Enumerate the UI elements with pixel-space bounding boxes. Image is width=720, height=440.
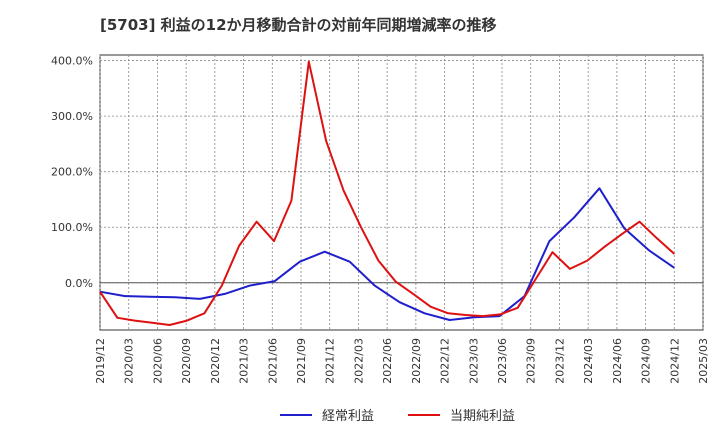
- x-tick-label: 2022/03: [352, 338, 365, 384]
- x-tick-label: 2022/12: [439, 338, 452, 384]
- legend: 経常利益 当期純利益: [280, 409, 515, 424]
- x-tick-label: 2021/12: [324, 338, 337, 384]
- x-tick-label: 2023/03: [467, 338, 480, 384]
- x-axis-ticks: 2019/12 2020/03 2020/06 2020/09 2020/12 2021/…: [94, 338, 710, 384]
- y-tick-label: 100.0%: [51, 221, 93, 234]
- x-tick-label: 2023/06: [496, 338, 509, 384]
- x-tick-label: 2023/09: [525, 338, 538, 384]
- series-line: [99, 60, 675, 326]
- y-tick-label: 200.0%: [51, 166, 93, 179]
- x-tick-label: 2022/06: [381, 338, 394, 384]
- x-tick-label: 2023/12: [553, 338, 566, 384]
- x-tick-label: 2021/03: [238, 338, 251, 384]
- y-tick-label: 400.0%: [51, 55, 93, 68]
- x-tick-label: 2024/06: [611, 338, 624, 384]
- x-tick-label: 2020/03: [123, 338, 136, 384]
- series-line: [99, 187, 675, 321]
- y-tick-label: 0.0%: [65, 277, 93, 290]
- x-tick-label: 2021/06: [266, 338, 279, 384]
- legend-label: 経常利益: [322, 409, 374, 424]
- x-tick-label: 2022/09: [410, 338, 423, 384]
- x-tick-label: 2024/09: [640, 338, 653, 384]
- series-lines: [99, 60, 675, 326]
- x-tick-label: 2025/03: [697, 338, 710, 384]
- legend-label: 当期純利益: [450, 409, 515, 424]
- x-tick-label: 2024/12: [668, 338, 681, 384]
- y-axis-ticks: 0.0% 100.0% 200.0% 300.0% 400.0%: [51, 55, 93, 290]
- y-tick-label: 300.0%: [51, 110, 93, 123]
- x-tick-label: 2021/09: [295, 338, 308, 384]
- x-tick-label: 2020/09: [180, 338, 193, 384]
- x-tick-label: 2019/12: [94, 338, 107, 384]
- x-tick-label: 2024/03: [582, 338, 595, 384]
- chart-title: [5703] 利益の12か月移動合計の対前年同期増減率の推移: [100, 16, 497, 34]
- x-tick-label: 2020/12: [209, 338, 222, 384]
- plot-area: [99, 54, 704, 331]
- x-tick-label: 2020/06: [151, 338, 164, 384]
